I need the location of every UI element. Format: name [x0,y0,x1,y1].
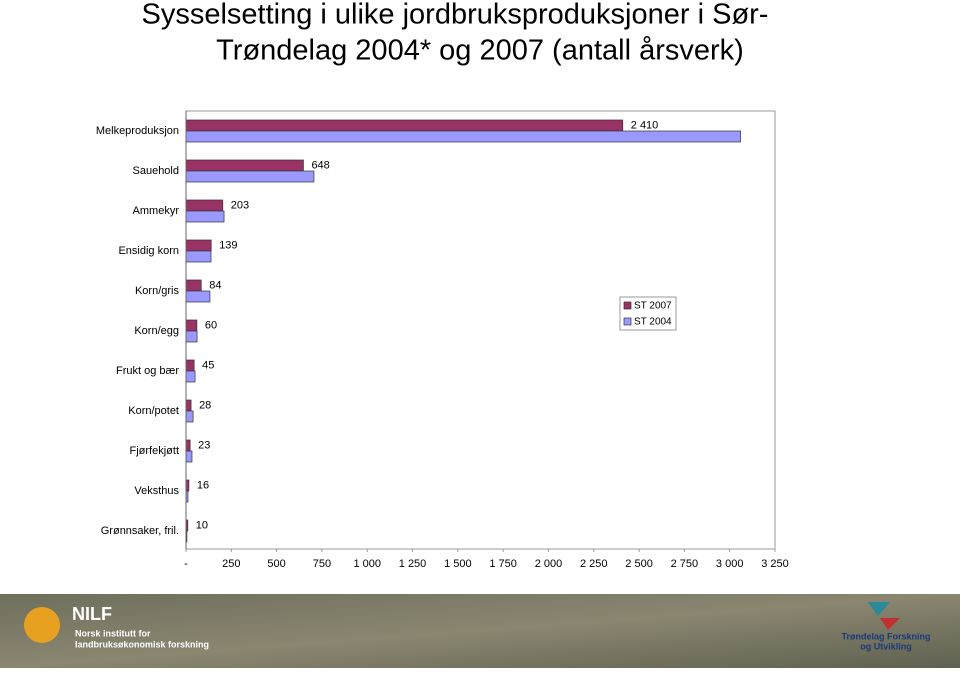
category-label: Grønnsaker, fril. [101,525,179,537]
x-tick-label: 750 [313,558,331,570]
x-tick-label: 3 250 [761,558,789,570]
x-tick-label: 2 500 [625,558,653,570]
bar [185,370,196,383]
x-tick-label: 250 [222,558,240,570]
bar [185,119,624,132]
category-label: Ammekyr [133,205,180,217]
bar [185,210,225,223]
bar [185,399,192,412]
footer-logo: NILF [72,604,112,624]
bar [185,159,304,172]
bar [185,410,194,423]
x-tick-label: 2 250 [580,558,608,570]
legend-label: ST 2007 [634,301,672,312]
category-label: Korn/potet [128,405,179,417]
x-tick-label: - [184,558,188,570]
category-label: Fjørfekjøtt [130,445,180,457]
x-tick-label: 500 [267,558,285,570]
bar [185,319,198,332]
value-label: 648 [311,159,329,171]
legend-swatch [623,301,632,310]
footer-text: Trøndelag Forskning [841,631,930,641]
value-label: 45 [202,359,214,371]
value-label: 84 [209,279,221,291]
category-label: Korn/egg [134,325,179,337]
category-label: Frukt og bær [116,365,179,377]
legend-label: ST 2004 [634,317,672,328]
category-label: Korn/gris [135,285,180,297]
category-label: Veksthus [134,485,179,497]
value-label: 203 [231,199,249,211]
bar [185,290,211,303]
value-label: 23 [198,439,210,451]
footer-band [0,594,960,668]
title-line: Trøndelag 2004* og 2007 (antall årsverk) [216,35,744,67]
bar [185,250,212,263]
value-label: 10 [196,519,208,531]
value-label: 2 410 [631,119,659,131]
bar [185,450,193,463]
category-label: Melkeproduksjon [96,125,179,137]
category-label: Sauehold [133,165,180,177]
x-tick-label: 2 000 [535,558,563,570]
value-label: 16 [197,479,209,491]
bar [185,279,202,292]
x-tick-label: 3 000 [716,558,744,570]
x-tick-label: 1 750 [489,558,517,570]
footer-text: Norsk institutt for [75,628,151,638]
x-tick-label: 1 500 [444,558,472,570]
bar [185,439,191,452]
value-label: 60 [205,319,217,331]
footer-text: landbruksøkonomisk forskning [75,639,209,649]
bar [185,170,315,183]
nilf-logo [24,607,60,643]
title-line: Sysselsetting i ulike jordbruksproduksjo… [142,0,769,31]
value-label: 28 [199,399,211,411]
bar [185,359,195,372]
tfou-logo [880,618,900,630]
footer-text: og Utvikling [860,641,912,651]
bar [185,130,741,143]
bar [185,239,212,252]
plot-frame [185,110,776,550]
tfou-logo [868,602,890,616]
bar [185,330,198,343]
x-tick-label: 2 750 [671,558,699,570]
bar [185,199,224,212]
x-tick-label: 1 250 [399,558,427,570]
x-tick-label: 1 000 [353,558,381,570]
value-label: 139 [219,239,237,251]
category-label: Ensidig korn [118,245,179,257]
legend-swatch [623,317,632,326]
